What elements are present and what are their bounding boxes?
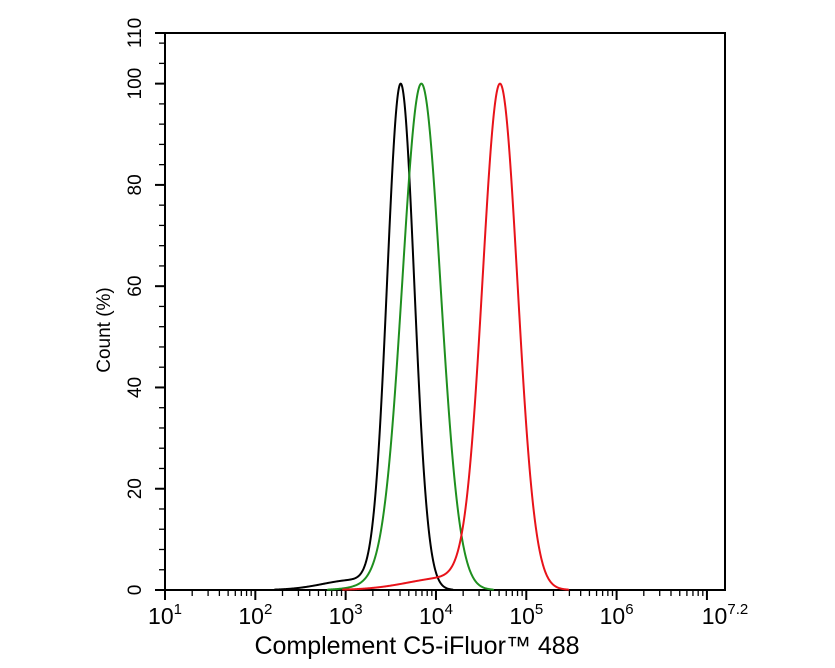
curve-black	[273, 82, 454, 591]
y-tick-label: 100	[125, 68, 146, 100]
y-tick-label: 20	[125, 478, 146, 499]
x-tick-label: 105	[509, 601, 543, 629]
x-tick-label: 106	[600, 601, 634, 629]
y-tick-label: 110	[125, 18, 146, 48]
x-tick-label: 103	[329, 601, 363, 629]
y-tick-label: 0	[125, 585, 146, 596]
curve-red	[342, 82, 570, 591]
curve-green	[326, 82, 495, 591]
x-axis-title: Complement C5-iFluor™ 488	[254, 632, 579, 660]
y-tick-label: 80	[125, 174, 146, 195]
x-tick-label: 107.2	[702, 601, 748, 629]
x-tick-label: 104	[419, 601, 453, 629]
plot-frame	[164, 32, 726, 591]
x-tick-label: 101	[148, 601, 182, 629]
y-axis-title: Count (%)	[94, 287, 115, 373]
plot-area: 0 20 40 60 80 100 110 101 102 103 104 105 106 107.2	[125, 18, 748, 629]
y-tick-label: 40	[125, 377, 146, 398]
y-tick-label: 60	[125, 276, 146, 297]
x-tick-label: 102	[238, 601, 272, 629]
